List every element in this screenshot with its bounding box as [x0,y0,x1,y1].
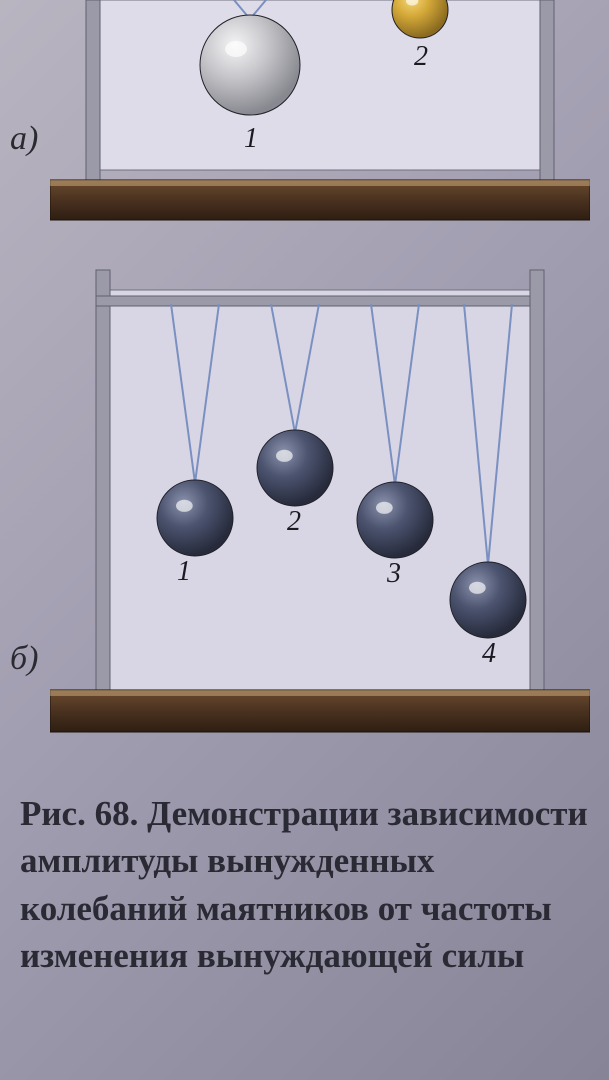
svg-text:2: 2 [287,506,301,537]
figure-b: 1 2 3 4 [50,260,590,740]
svg-text:4: 4 [482,638,496,669]
svg-text:1: 1 [244,123,258,154]
figure-caption: Рис. 68. Демонстрации зависимости ампли­… [20,790,589,979]
figure-b-label: б) [10,640,38,678]
svg-text:2: 2 [414,41,428,72]
svg-text:3: 3 [386,558,401,589]
figure-a-label: а) [10,120,38,158]
svg-text:1: 1 [177,556,191,587]
figure-a: 12 [50,0,590,230]
page: а) 12 б) 1234 Рис. 68. Демонстрации зави… [0,0,609,1080]
figure-number: Рис. 68. [20,794,138,833]
